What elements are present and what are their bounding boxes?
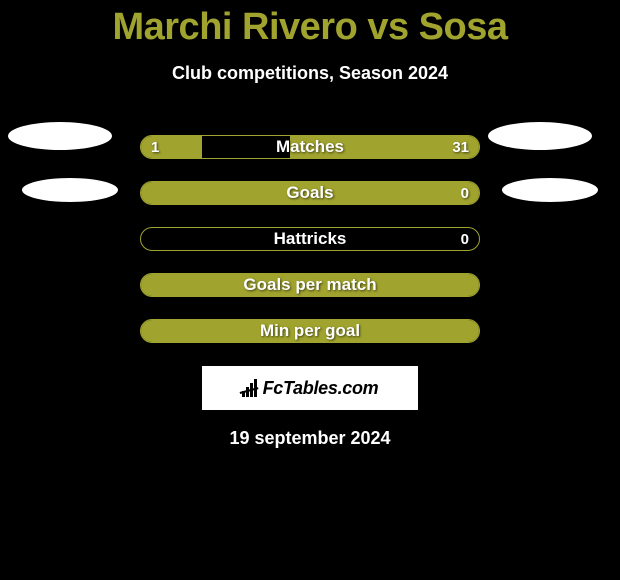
stat-label: Hattricks [141, 228, 479, 250]
stat-label: Matches [141, 136, 479, 158]
stat-row: Hattricks0 [0, 216, 620, 262]
chart-icon [242, 379, 257, 397]
bar-track: Matches1 31 [140, 135, 480, 159]
stat-label: Min per goal [141, 320, 479, 342]
bar-track: Goals per match [140, 273, 480, 297]
stat-value-right: 0 [451, 228, 479, 250]
stat-label: Goals [141, 182, 479, 204]
stat-row: Goals per match [0, 262, 620, 308]
stat-row: Min per goal [0, 308, 620, 354]
logo-text: FcTables.com [263, 378, 379, 399]
stat-rows: Matches131Goals0Hattricks0Goals per matc… [0, 124, 620, 354]
bar-track: Goals0 [140, 181, 480, 205]
logo-box: FcTables.com [202, 366, 418, 410]
decorative-ellipse [488, 122, 592, 150]
bar-track: Hattricks0 [140, 227, 480, 251]
decorative-ellipse [22, 178, 118, 202]
bar-track: Min per goal [140, 319, 480, 343]
page-title: Marchi Rivero vs Sosa [0, 0, 620, 49]
decorative-ellipse [502, 178, 598, 202]
decorative-ellipse [8, 122, 112, 150]
date-label: 19 september 2024 [0, 428, 620, 449]
stat-value-right: 31 [442, 136, 479, 158]
stat-value-left: 1 [141, 136, 169, 158]
stat-value-right: 0 [451, 182, 479, 204]
page-subtitle: Club competitions, Season 2024 [0, 63, 620, 84]
stat-label: Goals per match [141, 274, 479, 296]
